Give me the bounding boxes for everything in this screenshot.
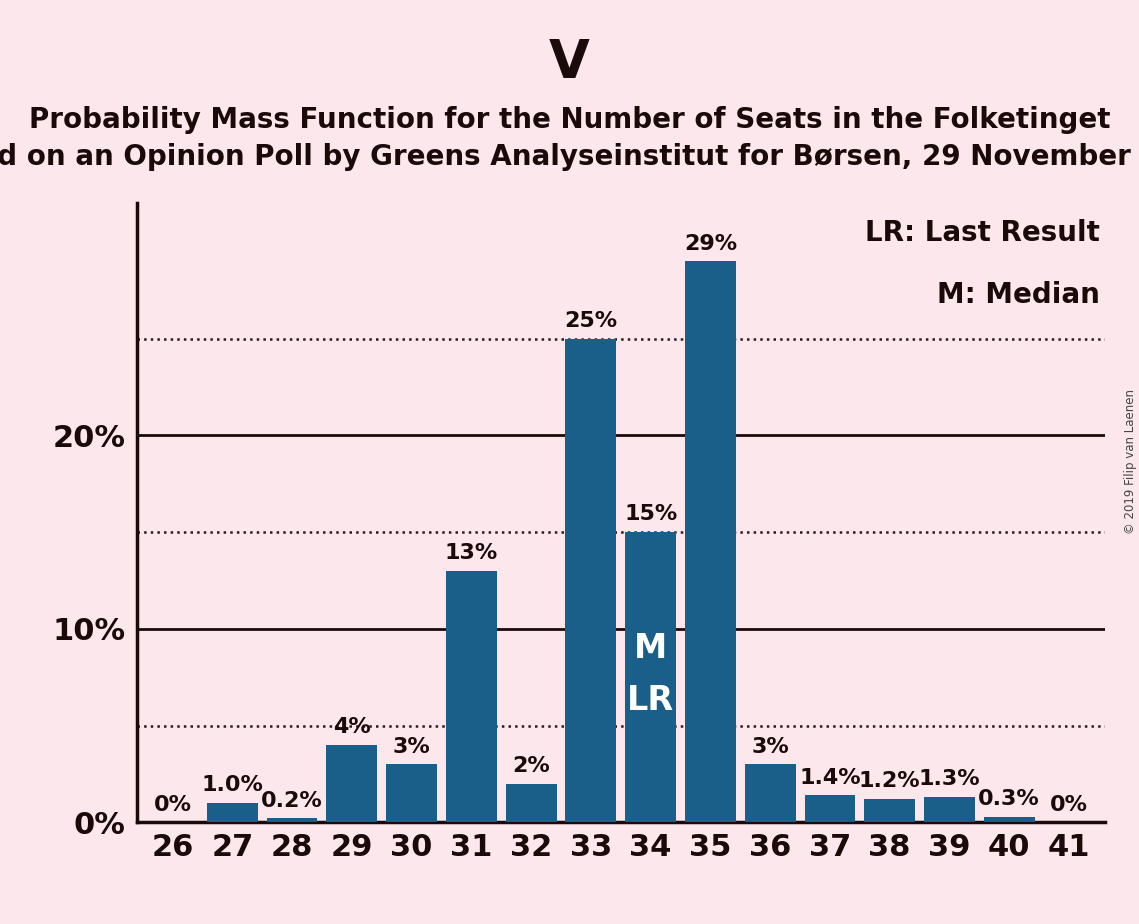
- Text: LR: Last Result: LR: Last Result: [866, 219, 1100, 247]
- Text: © 2019 Filip van Laenen: © 2019 Filip van Laenen: [1124, 390, 1137, 534]
- Text: 3%: 3%: [393, 736, 431, 757]
- Text: 1.0%: 1.0%: [202, 775, 263, 796]
- Bar: [565, 339, 616, 822]
- Bar: [625, 532, 677, 822]
- Text: LR: LR: [628, 684, 674, 717]
- Text: 4%: 4%: [333, 717, 370, 737]
- Text: 0%: 0%: [1050, 795, 1088, 815]
- Bar: [865, 799, 915, 822]
- Bar: [984, 817, 1034, 822]
- Text: 0.2%: 0.2%: [261, 791, 323, 810]
- Text: 2%: 2%: [513, 756, 550, 776]
- Bar: [685, 261, 736, 822]
- Text: M: Median: M: Median: [937, 281, 1100, 309]
- Bar: [506, 784, 557, 822]
- Text: 0.3%: 0.3%: [978, 789, 1040, 808]
- Bar: [327, 745, 377, 822]
- Text: 1.2%: 1.2%: [859, 772, 920, 791]
- Bar: [267, 819, 318, 822]
- Bar: [446, 571, 497, 822]
- Bar: [745, 764, 795, 822]
- Text: 1.3%: 1.3%: [919, 770, 981, 789]
- Text: 15%: 15%: [624, 505, 678, 525]
- Bar: [207, 803, 257, 822]
- Bar: [804, 796, 855, 822]
- Bar: [924, 797, 975, 822]
- Text: Based on an Opinion Poll by Greens Analyseinstitut for Børsen, 29 November 2018: Based on an Opinion Poll by Greens Analy…: [0, 143, 1139, 171]
- Text: 1.4%: 1.4%: [800, 768, 861, 787]
- Text: 3%: 3%: [752, 736, 789, 757]
- Text: 13%: 13%: [444, 543, 498, 563]
- Text: 25%: 25%: [564, 311, 617, 331]
- Text: Probability Mass Function for the Number of Seats in the Folketinget: Probability Mass Function for the Number…: [28, 106, 1111, 134]
- Bar: [386, 764, 437, 822]
- Text: 29%: 29%: [683, 234, 737, 253]
- Text: V: V: [549, 37, 590, 89]
- Text: M: M: [634, 632, 667, 664]
- Text: 0%: 0%: [154, 795, 191, 815]
